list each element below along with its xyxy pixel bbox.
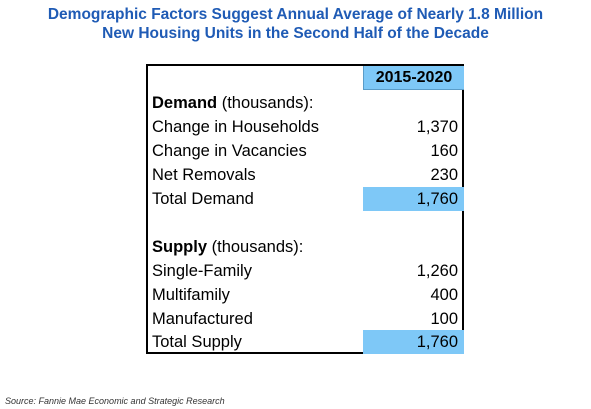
source-note: Source: Fannie Mae Economic and Strategi… [5,396,225,406]
row-label: Total Supply [152,333,242,351]
table-row: Manufactured 100 [148,307,462,331]
column-header: 2015-2020 [363,66,464,90]
row-label: Change in Households [152,118,319,136]
supply-unit: (thousands): [211,238,304,256]
row-label: Single-Family [152,262,252,280]
total-demand-value: 1,760 [363,187,464,211]
total-supply-value: 1,760 [363,330,464,354]
chart-title-line-1: Demographic Factors Suggest Annual Avera… [47,6,544,23]
chart-title: Demographic Factors Suggest Annual Avera… [0,5,591,43]
table-row: Change in Households 1,370 [148,115,462,139]
table-row: Single-Family 1,260 [148,259,462,283]
row-value: 1,260 [416,262,458,280]
row-label: Multifamily [152,286,230,304]
row-label: Manufactured [152,310,253,328]
chart-title-line-2: New Housing Units in the Second Half of … [102,25,489,42]
demand-heading-row: Demand (thousands): [148,91,462,115]
supply-heading-row: Supply (thousands): [148,235,462,259]
row-value: 160 [430,142,458,160]
table-row: Net Removals 230 [148,163,462,187]
row-value: 230 [430,166,458,184]
row-value: 100 [430,310,458,328]
row-label: Change in Vacancies [152,142,307,160]
housing-table: 2015-2020 Demand (thousands): Change in … [146,64,464,354]
demand-heading: Demand [152,94,218,112]
total-demand-row: Total Demand 1,760 [148,187,464,211]
table-row: Change in Vacancies 160 [148,139,462,163]
row-label: Total Demand [152,190,254,208]
row-label: Net Removals [152,166,256,184]
demand-unit: (thousands): [221,94,314,112]
table-row: Multifamily 400 [148,283,462,307]
row-value: 400 [430,286,458,304]
supply-heading: Supply [152,238,208,256]
row-value: 1,370 [416,118,458,136]
total-supply-row: Total Supply 1,760 [148,330,464,354]
